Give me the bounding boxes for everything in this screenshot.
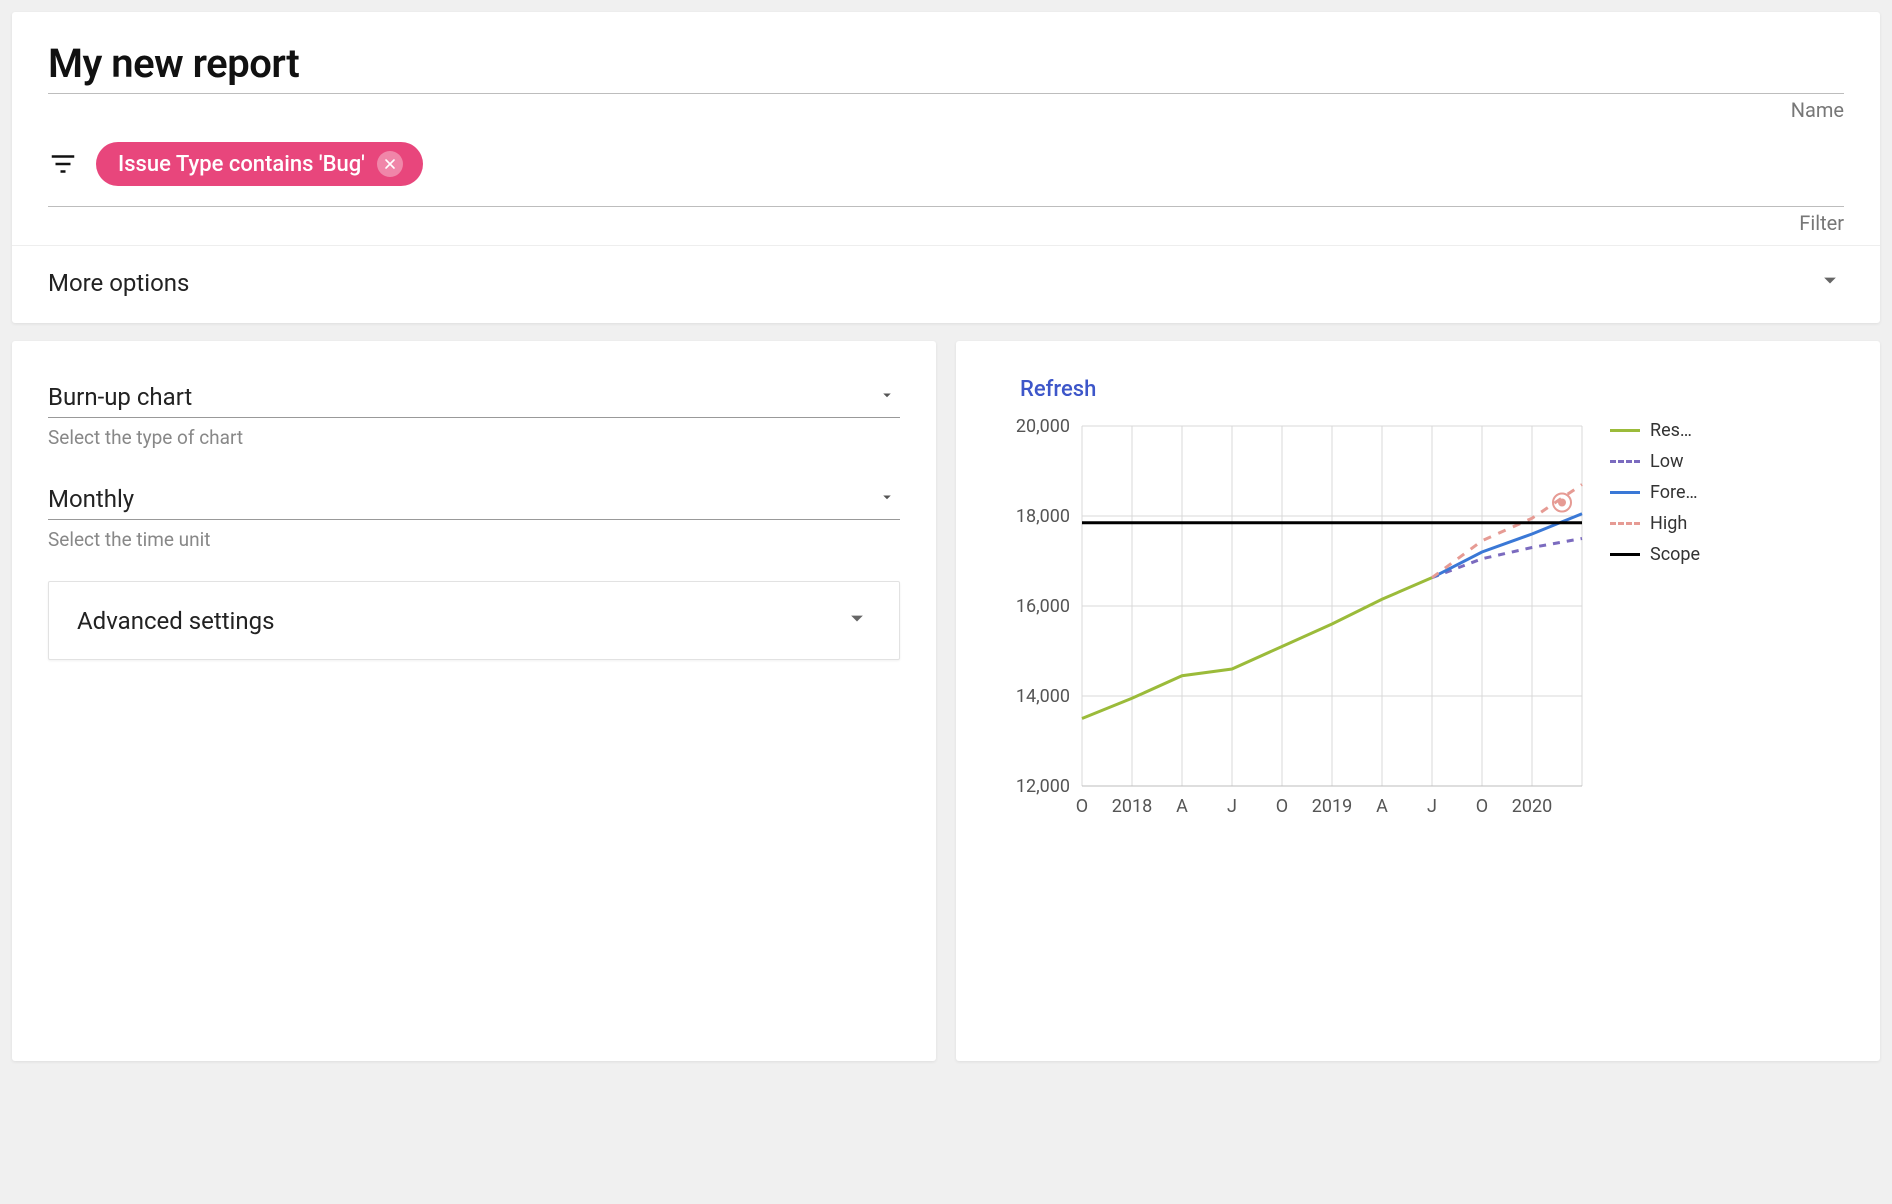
svg-text:A: A	[1176, 796, 1188, 817]
chart-type-helper: Select the type of chart	[48, 426, 900, 449]
legend-swatch	[1610, 460, 1640, 463]
legend-item-high: High	[1610, 513, 1730, 534]
legend-label: Fore…	[1650, 482, 1698, 503]
svg-text:2020: 2020	[1512, 796, 1552, 817]
legend-item-res: Res…	[1610, 420, 1730, 441]
filter-chip[interactable]: Issue Type contains 'Bug'	[96, 142, 423, 186]
svg-text:O: O	[1276, 796, 1288, 817]
legend-label: High	[1650, 513, 1687, 534]
chevron-down-icon	[843, 604, 871, 637]
report-title: My new report	[48, 40, 1844, 87]
report-header-card: My new report Name Issue Type contains '…	[12, 12, 1880, 323]
chevron-down-icon	[878, 385, 896, 409]
svg-text:16,000: 16,000	[1016, 596, 1070, 617]
name-label: Name	[1791, 98, 1844, 122]
time-unit-helper: Select the time unit	[48, 528, 900, 551]
legend-label: Low	[1650, 451, 1684, 472]
chart-panel: Refresh 12,000 14,000 16,000 18,000 20,000 O 2…	[956, 341, 1880, 1061]
chart-legend: Res… Low Fore… High Scope	[1610, 416, 1730, 575]
filter-row: Issue Type contains 'Bug'	[48, 132, 1844, 200]
svg-text:20,000: 20,000	[1016, 416, 1070, 437]
svg-text:O: O	[1076, 796, 1088, 817]
svg-text:2019: 2019	[1312, 796, 1352, 817]
filter-icon[interactable]	[48, 149, 78, 179]
svg-text:2018: 2018	[1112, 796, 1152, 817]
chevron-down-icon	[1816, 266, 1844, 299]
chart-type-value: Burn-up chart	[48, 377, 900, 417]
settings-panel: Burn-up chart Select the type of chart M…	[12, 341, 936, 1061]
svg-text:J: J	[1427, 796, 1437, 817]
legend-item-fore: Fore…	[1610, 482, 1730, 503]
svg-text:O: O	[1476, 796, 1488, 817]
legend-swatch	[1610, 522, 1640, 525]
advanced-settings-label: Advanced settings	[77, 607, 275, 635]
legend-swatch	[1610, 491, 1640, 494]
refresh-button[interactable]: Refresh	[1020, 377, 1096, 402]
close-icon[interactable]	[377, 151, 403, 177]
legend-label: Scope	[1650, 544, 1700, 565]
filter-chip-label: Issue Type contains 'Bug'	[118, 152, 365, 177]
more-options-toggle[interactable]: More options	[12, 245, 1880, 323]
legend-item-low: Low	[1610, 451, 1730, 472]
filter-label: Filter	[1799, 211, 1844, 235]
chevron-down-icon	[878, 487, 896, 511]
more-options-label: More options	[48, 269, 189, 297]
legend-swatch	[1610, 553, 1640, 556]
svg-text:12,000: 12,000	[1016, 776, 1070, 797]
legend-item-scope: Scope	[1610, 544, 1730, 565]
svg-text:18,000: 18,000	[1016, 506, 1070, 527]
time-unit-value: Monthly	[48, 479, 900, 519]
chart-type-select[interactable]: Burn-up chart	[48, 377, 900, 418]
advanced-settings-toggle[interactable]: Advanced settings	[48, 581, 900, 660]
svg-text:14,000: 14,000	[1016, 686, 1070, 707]
legend-swatch	[1610, 429, 1640, 432]
time-unit-select[interactable]: Monthly	[48, 479, 900, 520]
legend-label: Res…	[1650, 420, 1692, 441]
svg-text:J: J	[1227, 796, 1237, 817]
burnup-chart: 12,000 14,000 16,000 18,000 20,000 O 2018 A J O 20…	[992, 416, 1592, 831]
svg-text:A: A	[1376, 796, 1388, 817]
